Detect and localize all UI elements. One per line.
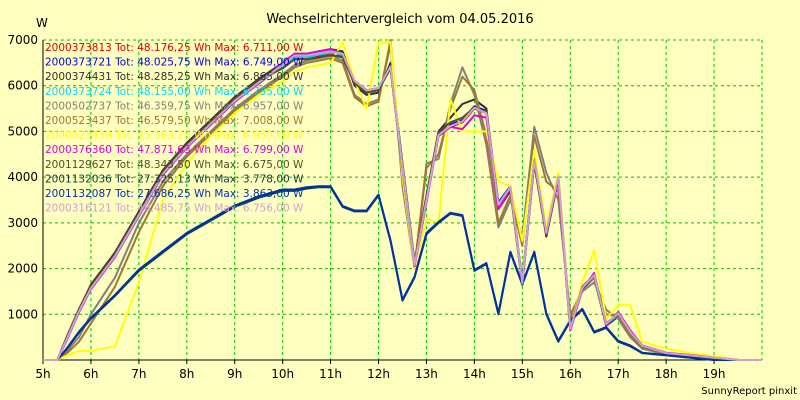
x-tick-label: 15h <box>511 367 534 381</box>
x-tick-label: 12h <box>367 367 390 381</box>
x-tick-label: 6h <box>83 367 98 381</box>
y-tick-label: 4000 <box>7 170 38 184</box>
legend-entry-2000523439: 2000523439 Tot: 45.563,25 Wh Max: 6.950,… <box>45 130 304 142</box>
series-line-2000523439 <box>43 41 762 361</box>
legend-entry-2000523437: 2000523437 Tot: 46.579,50 Wh Max: 7.008,… <box>45 115 304 127</box>
legend-entry-2000373813: 2000373813 Tot: 48.176,25 Wh Max: 6.711,… <box>45 42 304 54</box>
x-tick-label: 14h <box>463 367 486 381</box>
x-tick-label: 13h <box>415 367 438 381</box>
legend-entry-2000374431: 2000374431 Tot: 48.285,25 Wh Max: 6.865,… <box>45 71 304 83</box>
y-tick-label: 6000 <box>7 79 38 93</box>
x-tick-label: 17h <box>607 367 630 381</box>
x-tick-label: 5h <box>35 367 50 381</box>
x-tick-label: 18h <box>655 367 678 381</box>
series-line-2001132087 <box>43 185 762 361</box>
x-tick-label: 19h <box>703 367 726 381</box>
series-line-2000316121 <box>43 50 762 361</box>
x-tick-label: 9h <box>227 367 242 381</box>
legend-entry-2001132036: 2001132036 Tot: 27.325,13 Wh Max: 3.778,… <box>45 173 304 185</box>
x-tick-label: 7h <box>131 367 146 381</box>
x-tick-label: 16h <box>559 367 582 381</box>
legend-entry-2001129627: 2001129627 Tot: 48.343,50 Wh Max: 6.675,… <box>45 159 304 171</box>
y-tick-label: 1000 <box>7 307 38 321</box>
legend-entry-2001132087: 2001132087 Tot: 27.686,25 Wh Max: 3.863,… <box>45 188 304 200</box>
chart-title: Wechselrichtervergleich vom 04.05.2016 <box>266 12 533 27</box>
legend-entry-2000373721: 2000373721 Tot: 48.025,75 Wh Max: 6.749,… <box>45 57 304 69</box>
y-axis-label: W <box>36 16 48 30</box>
y-tick-label: 2000 <box>7 262 38 276</box>
x-tick-label: 8h <box>179 367 194 381</box>
legend-entry-2000376360: 2000376360 Tot: 47.871,63 Wh Max: 6.799,… <box>45 144 304 156</box>
legend-entry-2000373724: 2000373724 Tot: 48.155,00 Wh Max: 6.735,… <box>45 86 304 98</box>
y-tick-label: 7000 <box>7 33 38 47</box>
plot-area: 1000 2000 3000 4000 5000 6000 7000 5h 6h 7h 8h 9h 10… <box>7 33 763 381</box>
series-line-2000523437 <box>43 39 762 361</box>
legend-entry-2000316121: 2000316121 Tot: 48.485,75 Wh Max: 6.756,… <box>45 203 304 215</box>
footer-credit: SunnyReport pinxit <box>701 386 797 397</box>
x-tick-label: 10h <box>271 367 294 381</box>
y-tick-label: 5000 <box>7 124 38 138</box>
x-tick-label: 11h <box>319 367 342 381</box>
y-tick-label: 3000 <box>7 216 38 230</box>
legend-entry-2000502737: 2000502737 Tot: 46.359,75 Wh Max: 6.957,… <box>45 100 304 112</box>
